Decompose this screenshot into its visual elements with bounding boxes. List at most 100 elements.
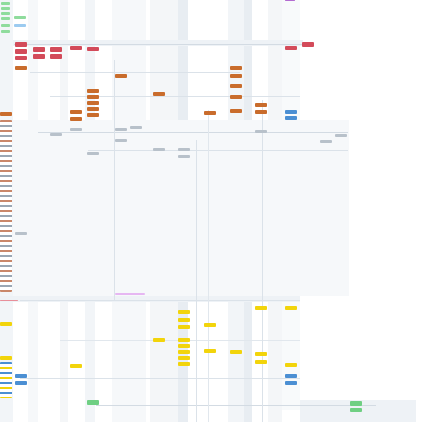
node-orange[interactable] xyxy=(230,109,242,113)
node-orange[interactable] xyxy=(255,103,267,107)
node-grey[interactable] xyxy=(255,130,267,133)
node-grey[interactable] xyxy=(335,134,347,137)
node-blue[interactable] xyxy=(285,110,297,114)
node-orange[interactable] xyxy=(230,84,242,88)
node-yellow[interactable] xyxy=(178,350,190,354)
connector-line xyxy=(20,378,300,379)
node-red[interactable] xyxy=(50,47,62,52)
node-red[interactable] xyxy=(15,49,27,54)
node-blue[interactable] xyxy=(285,374,297,378)
horizontal-zone xyxy=(13,120,349,296)
connector-line xyxy=(50,96,300,97)
node-green[interactable] xyxy=(14,16,26,19)
node-orange[interactable] xyxy=(115,74,127,78)
node-yellow[interactable] xyxy=(230,350,242,354)
node-yellow[interactable] xyxy=(178,356,190,360)
connector-line xyxy=(30,72,240,73)
node-orange[interactable] xyxy=(87,95,99,99)
node-blue[interactable] xyxy=(15,374,27,378)
node-orange[interactable] xyxy=(230,66,242,70)
node-orange[interactable] xyxy=(153,92,165,96)
node-yellow[interactable] xyxy=(178,362,190,366)
node-yellow[interactable] xyxy=(70,364,82,368)
node-blue[interactable] xyxy=(285,381,297,385)
node-red[interactable] xyxy=(302,42,314,47)
node-yellow[interactable] xyxy=(255,360,267,364)
node-orange[interactable] xyxy=(70,117,82,121)
node-orange[interactable] xyxy=(230,95,242,99)
node-yellow[interactable] xyxy=(255,306,267,310)
node-orange[interactable] xyxy=(87,113,99,117)
connector-line xyxy=(14,44,304,45)
node-blue[interactable] xyxy=(15,381,27,385)
connector-line xyxy=(114,60,115,300)
node-orange[interactable] xyxy=(87,101,99,105)
connector-line xyxy=(262,100,263,422)
node-yellow[interactable] xyxy=(178,325,190,329)
node-yellow[interactable] xyxy=(178,344,190,348)
node-grey[interactable] xyxy=(320,140,332,143)
node-red[interactable] xyxy=(33,54,45,59)
node-orange[interactable] xyxy=(255,110,267,114)
node-yellow[interactable] xyxy=(255,352,267,356)
node-red[interactable] xyxy=(50,54,62,59)
node-red[interactable] xyxy=(87,47,99,51)
node-purple-marker xyxy=(115,293,145,295)
node-yellow[interactable] xyxy=(285,306,297,310)
node-orange[interactable] xyxy=(87,89,99,93)
node-yellow[interactable] xyxy=(153,338,165,342)
node-yellow[interactable] xyxy=(204,349,216,353)
node-grey[interactable] xyxy=(87,152,99,155)
node-purple-marker xyxy=(285,0,295,1)
connector-line xyxy=(196,140,197,422)
node-green[interactable] xyxy=(87,400,99,405)
node-grey[interactable] xyxy=(115,128,127,131)
node-green[interactable] xyxy=(1,24,10,27)
node-grey[interactable] xyxy=(50,133,62,136)
node-grey[interactable] xyxy=(70,128,82,131)
node-grey[interactable] xyxy=(178,148,190,151)
node-green[interactable] xyxy=(1,30,10,33)
node-green[interactable] xyxy=(1,7,10,10)
node-yellow[interactable] xyxy=(178,338,190,342)
node-blue[interactable] xyxy=(285,116,297,120)
node-grey[interactable] xyxy=(153,148,165,151)
node-green[interactable] xyxy=(350,401,362,406)
node-red[interactable] xyxy=(285,46,297,50)
node-orange[interactable] xyxy=(70,110,82,114)
connector-line xyxy=(208,110,209,422)
horizontal-zone xyxy=(0,296,300,302)
node-yellow[interactable] xyxy=(178,318,190,322)
node-grey[interactable] xyxy=(130,126,142,129)
node-yellow[interactable] xyxy=(204,323,216,327)
node-red-marker xyxy=(0,300,18,301)
node-yellow[interactable] xyxy=(178,310,190,314)
node-grey[interactable] xyxy=(115,139,127,142)
node-red[interactable] xyxy=(15,56,27,60)
node-orange[interactable] xyxy=(230,74,242,78)
connector-line xyxy=(38,132,348,133)
node-green[interactable] xyxy=(1,17,10,20)
node-grey[interactable] xyxy=(15,232,27,235)
connector-line xyxy=(20,300,300,301)
node-orange[interactable] xyxy=(87,107,99,111)
node-grey[interactable] xyxy=(178,155,190,158)
node-green[interactable] xyxy=(1,12,10,15)
node-orange[interactable] xyxy=(0,112,12,116)
node-blue[interactable] xyxy=(14,24,26,27)
node-yellow[interactable] xyxy=(0,322,12,326)
node-green[interactable] xyxy=(1,2,10,5)
node-red[interactable] xyxy=(33,47,45,52)
node-red[interactable] xyxy=(15,42,27,47)
node-left-stack[interactable] xyxy=(0,120,12,292)
node-orange[interactable] xyxy=(15,66,27,70)
horizontal-zone xyxy=(13,40,303,46)
node-green[interactable] xyxy=(350,408,362,412)
node-orange[interactable] xyxy=(204,111,216,115)
connector-line xyxy=(88,150,348,151)
node-red[interactable] xyxy=(70,46,82,50)
node-yellow[interactable] xyxy=(0,356,12,360)
node-yellow[interactable] xyxy=(285,363,297,367)
node-left-stack-lower[interactable] xyxy=(0,362,12,398)
